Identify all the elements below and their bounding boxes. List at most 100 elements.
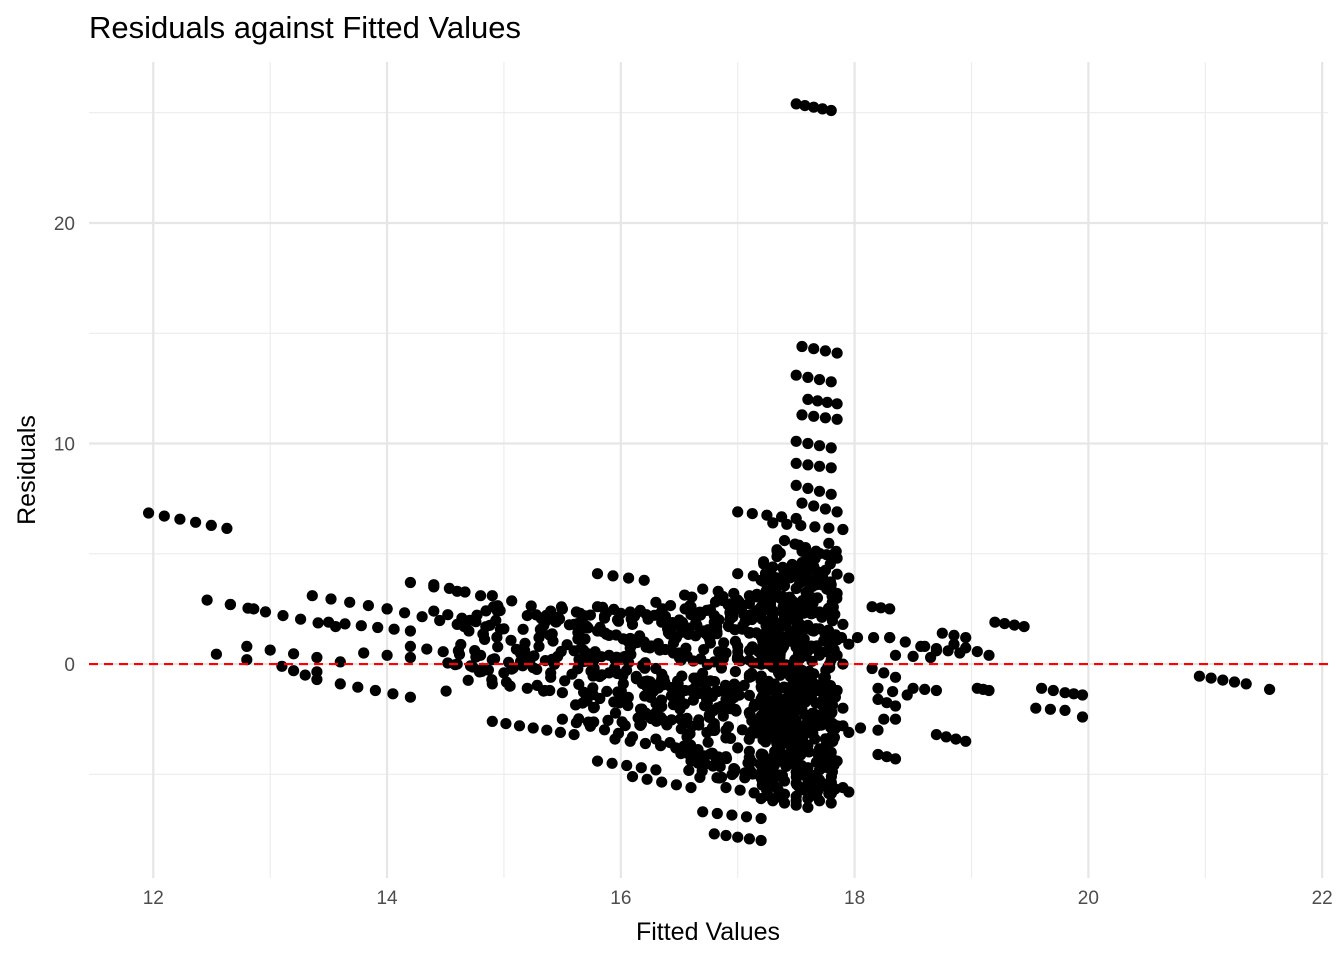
data-point [854, 722, 867, 734]
data-point [778, 749, 790, 761]
x-axis-title: Fitted Values [636, 918, 780, 946]
minor-gridlines [89, 62, 1328, 878]
data-point [666, 618, 678, 631]
data-point [829, 691, 842, 703]
data-point [684, 600, 696, 612]
data-point [796, 340, 808, 353]
data-point [428, 605, 440, 617]
data-point [831, 347, 843, 359]
data-point [866, 601, 878, 613]
data-point [813, 460, 826, 472]
data-point [936, 627, 948, 639]
data-point [585, 665, 597, 677]
data-point [672, 678, 684, 690]
data-point [889, 713, 902, 725]
data-point [786, 679, 798, 692]
data-point [816, 103, 829, 115]
data-point [673, 700, 685, 712]
data-point [703, 709, 715, 721]
data-point [544, 629, 556, 641]
data-point [715, 662, 728, 674]
data-point [828, 631, 840, 644]
data-point [829, 551, 841, 563]
data-point [755, 834, 767, 847]
data-point [387, 688, 399, 700]
data-point [907, 650, 919, 663]
data-point [746, 715, 758, 727]
data-point [872, 748, 884, 761]
data-point [381, 603, 393, 615]
data-point [323, 616, 335, 628]
data-point [1044, 703, 1056, 715]
data-point [556, 713, 569, 725]
data-point [808, 101, 820, 113]
data-point [766, 710, 778, 722]
data-point [919, 640, 931, 653]
data-point [525, 600, 537, 612]
data-point [821, 396, 833, 408]
data-point [810, 623, 822, 635]
data-point [521, 682, 533, 694]
data-point [711, 807, 723, 820]
data-point [648, 609, 661, 621]
data-point [1076, 689, 1089, 701]
data-point [580, 647, 592, 659]
data-point [960, 632, 972, 644]
data-point [528, 650, 540, 662]
data-point [609, 662, 621, 674]
data-point [808, 410, 820, 422]
data-point [889, 649, 902, 661]
data-point [372, 621, 384, 634]
data-point [476, 665, 488, 678]
data-point [950, 733, 962, 745]
data-point [619, 720, 631, 732]
data-point [639, 737, 652, 750]
data-point [1047, 684, 1059, 697]
data-point [707, 724, 719, 737]
data-point [786, 740, 798, 752]
data-point [201, 594, 213, 606]
data-point [190, 516, 202, 528]
data-point [434, 614, 446, 627]
data-point [820, 739, 832, 751]
data-point [930, 643, 943, 655]
data-point [837, 618, 849, 631]
data-point [800, 594, 812, 606]
data-point [609, 707, 622, 719]
data-point [572, 617, 584, 630]
data-point [638, 574, 650, 586]
data-point [825, 771, 838, 783]
data-point [757, 734, 769, 746]
data-point [866, 662, 878, 675]
data-point [1008, 619, 1021, 631]
data-point [761, 760, 773, 772]
data-point [531, 679, 543, 692]
data-point [825, 797, 837, 809]
data-point [790, 479, 802, 491]
data-point [824, 576, 837, 588]
data-point [494, 605, 506, 617]
data-point [621, 664, 633, 676]
data-point [455, 638, 467, 651]
data-point [443, 582, 455, 595]
data-point [747, 768, 759, 780]
data-point [795, 520, 807, 532]
data-point [521, 610, 533, 622]
x-tick-label: 12 [143, 888, 164, 909]
data-point [650, 733, 662, 745]
data-point [685, 609, 697, 621]
data-point [344, 596, 356, 608]
y-axis-tick-labels: 0 10 20 [54, 214, 75, 676]
data-point [881, 751, 893, 763]
data-point [809, 685, 821, 697]
y-tick-label: 0 [64, 655, 75, 676]
data-point [743, 689, 756, 702]
data-point [334, 656, 346, 668]
data-point [781, 518, 793, 530]
data-point [224, 598, 236, 611]
data-point [635, 718, 648, 730]
data-point [718, 637, 730, 649]
data-point [807, 771, 819, 784]
data-point [743, 833, 756, 845]
data-point [416, 611, 428, 623]
